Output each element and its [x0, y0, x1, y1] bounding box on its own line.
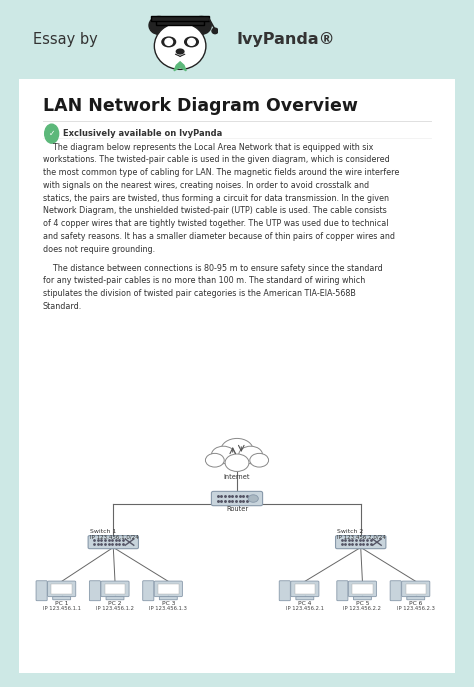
Text: does not require grounding.: does not require grounding.	[43, 245, 155, 254]
Text: PC 4: PC 4	[298, 601, 311, 607]
FancyBboxPatch shape	[336, 536, 386, 549]
Circle shape	[155, 23, 206, 69]
FancyBboxPatch shape	[8, 64, 466, 687]
FancyBboxPatch shape	[88, 536, 138, 549]
FancyBboxPatch shape	[156, 19, 204, 25]
Text: IP 123.456.1.0/24: IP 123.456.1.0/24	[90, 534, 138, 540]
Text: IP 123.456.2.1: IP 123.456.2.1	[286, 607, 324, 611]
FancyBboxPatch shape	[106, 596, 124, 600]
Circle shape	[248, 495, 258, 502]
Polygon shape	[174, 62, 186, 71]
FancyBboxPatch shape	[158, 584, 179, 594]
FancyBboxPatch shape	[401, 581, 430, 596]
Circle shape	[250, 453, 269, 467]
FancyBboxPatch shape	[51, 584, 72, 594]
Circle shape	[212, 28, 218, 34]
Text: Switch 2: Switch 2	[337, 529, 364, 534]
FancyBboxPatch shape	[211, 491, 263, 506]
FancyBboxPatch shape	[143, 581, 154, 600]
Text: for any twisted-pair cables is no more than 100 m. The standard of wiring which: for any twisted-pair cables is no more t…	[43, 276, 365, 285]
Circle shape	[45, 124, 59, 143]
Circle shape	[205, 453, 224, 467]
Text: and safety reasons. It has a smaller diameter because of thin pairs of copper wi: and safety reasons. It has a smaller dia…	[43, 232, 395, 241]
FancyBboxPatch shape	[352, 584, 373, 594]
Text: of 4 copper wires that are tightly twisted together. The UTP was used due to tec: of 4 copper wires that are tightly twist…	[43, 219, 389, 228]
Text: the most common type of cabling for LAN. The magnetic fields around the wire int: the most common type of cabling for LAN.…	[43, 168, 399, 177]
FancyBboxPatch shape	[337, 581, 348, 600]
FancyBboxPatch shape	[105, 584, 125, 594]
Circle shape	[221, 438, 253, 462]
FancyBboxPatch shape	[354, 596, 372, 600]
Text: Internet: Internet	[224, 473, 250, 480]
FancyBboxPatch shape	[101, 581, 129, 596]
FancyBboxPatch shape	[90, 581, 100, 600]
Text: PC 3: PC 3	[162, 601, 175, 607]
Text: IP 123.456.2.0/24: IP 123.456.2.0/24	[337, 534, 386, 540]
Text: Switch 1: Switch 1	[90, 529, 116, 534]
Text: LAN Network Diagram Overview: LAN Network Diagram Overview	[43, 97, 358, 115]
Circle shape	[211, 447, 235, 464]
Text: stipulates the division of twisted pair categories is the American TIA-EIA-568B: stipulates the division of twisted pair …	[43, 289, 356, 298]
Circle shape	[165, 38, 173, 45]
FancyBboxPatch shape	[47, 581, 76, 596]
FancyBboxPatch shape	[294, 584, 315, 594]
Text: Router: Router	[226, 506, 248, 513]
FancyBboxPatch shape	[407, 596, 425, 600]
Text: IP 123.456.1.3: IP 123.456.1.3	[149, 607, 187, 611]
Text: PC 2: PC 2	[108, 601, 122, 607]
Text: PC 6: PC 6	[409, 601, 422, 607]
Text: IP 123.456.2.3: IP 123.456.2.3	[397, 607, 435, 611]
Text: Standard.: Standard.	[43, 302, 82, 311]
Circle shape	[225, 454, 249, 471]
FancyBboxPatch shape	[390, 581, 401, 600]
FancyBboxPatch shape	[36, 581, 47, 600]
Text: PC 1: PC 1	[55, 601, 68, 607]
Circle shape	[149, 16, 169, 34]
FancyBboxPatch shape	[53, 596, 71, 600]
Text: IP 123.456.1.2: IP 123.456.1.2	[96, 607, 134, 611]
FancyBboxPatch shape	[296, 596, 314, 600]
Text: IP 123.456.2.2: IP 123.456.2.2	[344, 607, 382, 611]
FancyBboxPatch shape	[154, 581, 182, 596]
Text: Exclusively available on IvyPanda: Exclusively available on IvyPanda	[63, 129, 222, 138]
Ellipse shape	[162, 37, 175, 47]
Text: statics, the pairs are twisted, thus forming a circuit for data transmission. In: statics, the pairs are twisted, thus for…	[43, 194, 389, 203]
FancyBboxPatch shape	[291, 581, 319, 596]
FancyBboxPatch shape	[151, 16, 209, 21]
FancyBboxPatch shape	[348, 581, 376, 596]
Text: ✓: ✓	[48, 129, 55, 138]
Text: Essay by: Essay by	[33, 32, 98, 47]
Text: workstations. The twisted-pair cable is used in the given diagram, which is cons: workstations. The twisted-pair cable is …	[43, 155, 390, 164]
Text: IvyPanda®: IvyPanda®	[237, 32, 336, 47]
Circle shape	[188, 38, 195, 45]
Text: The diagram below represents the Local Area Network that is equipped with six: The diagram below represents the Local A…	[43, 143, 374, 152]
FancyBboxPatch shape	[159, 596, 177, 600]
Ellipse shape	[185, 37, 198, 47]
FancyBboxPatch shape	[279, 581, 290, 600]
Ellipse shape	[176, 49, 184, 54]
Text: with signals on the nearest wires, creating noises. In order to avoid crosstalk : with signals on the nearest wires, creat…	[43, 181, 369, 190]
Circle shape	[239, 447, 263, 464]
Text: IP 123.456.1.1: IP 123.456.1.1	[43, 607, 81, 611]
Text: Network Diagram, the unshielded twisted-pair (UTP) cable is used. The cable cons: Network Diagram, the unshielded twisted-…	[43, 207, 387, 216]
Text: PC 5: PC 5	[356, 601, 369, 607]
Circle shape	[191, 16, 211, 34]
Text: The distance between connections is 80-95 m to ensure safety since the standard: The distance between connections is 80-9…	[43, 264, 383, 273]
FancyBboxPatch shape	[406, 584, 426, 594]
